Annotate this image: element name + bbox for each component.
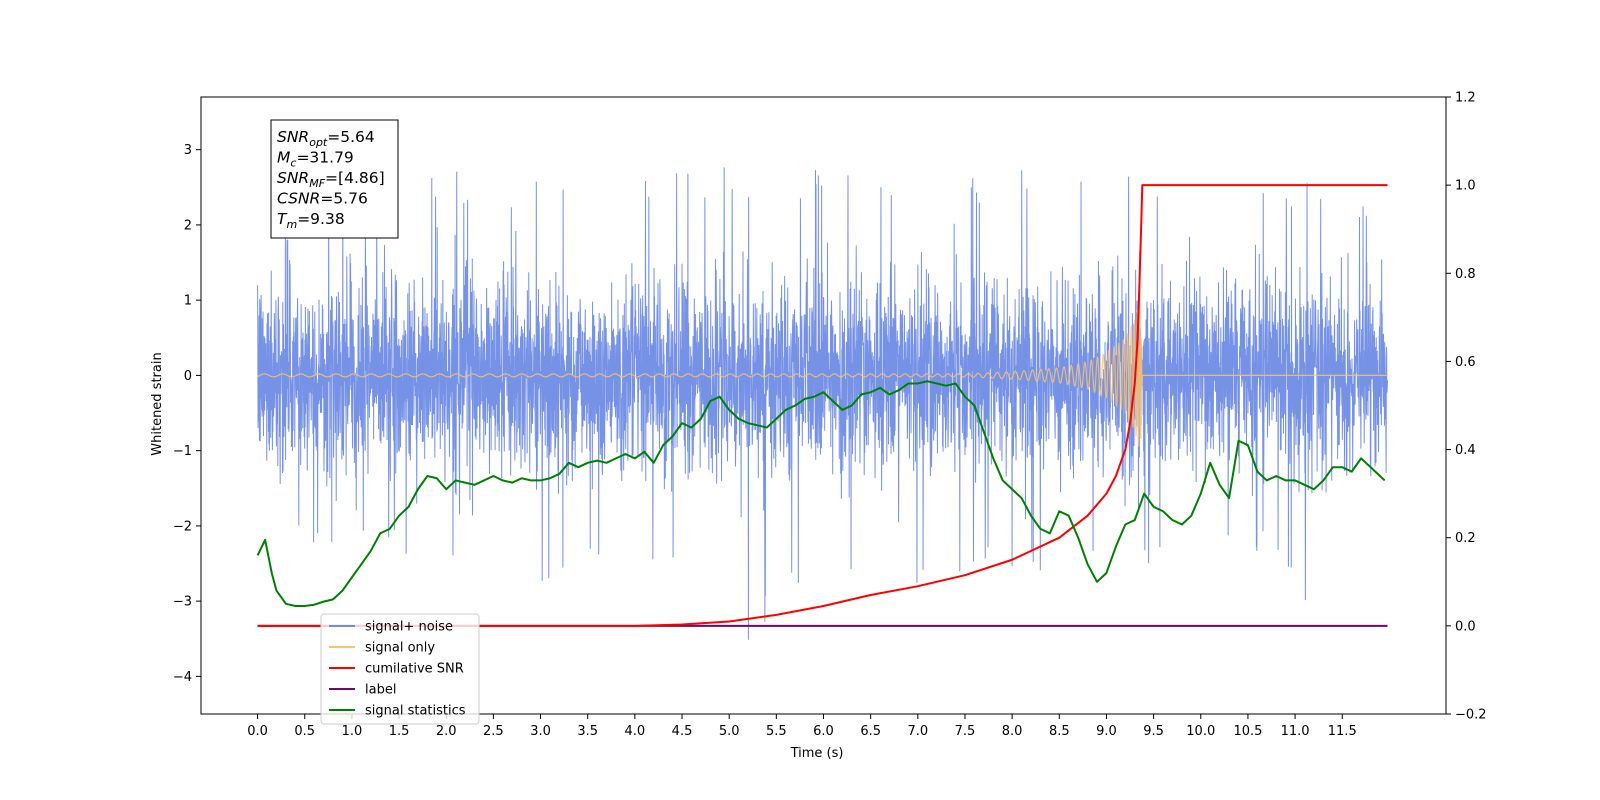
annotation-line: SNRMF=[4.86] [277,169,385,190]
left-y-tick-label: −1 [173,444,192,459]
legend-frame [320,613,480,725]
y-axis-label: Whitened strain [150,352,165,455]
right-y-tick-label: 0.6 [1455,355,1476,370]
x-tick-label: 11.5 [1328,724,1357,739]
x-tick-label: 3.0 [530,724,551,739]
x-axis-label: Time (s) [790,746,844,761]
legend-label: signal only [365,641,435,656]
right-y-tick-label: −0.2 [1455,708,1487,723]
annotation-box: SNRopt=5.64Mc=31.79SNRMF=[4.86]CSNR=5.76… [270,119,399,239]
x-tick-label: 1.5 [389,724,410,739]
x-tick-label: 1.0 [342,724,363,739]
right-y-axis-ticks: 1.2 1.0 0.8 0.6 0.4 0.2 0.0 −0.2 [1446,91,1487,723]
right-y-tick-label: 0.0 [1455,619,1476,634]
x-tick-label: 9.5 [1143,724,1164,739]
x-axis-ticks: 0.0 0.5 1.0 1.5 2.0 2.5 3.0 3.5 4.0 4.5 5.0 5.5 6.0 6… [247,714,1357,739]
x-tick-label: 3.5 [577,724,598,739]
legend-label: label [365,683,396,698]
x-tick-label: 8.0 [1002,724,1023,739]
x-tick-label: 8.5 [1049,724,1070,739]
x-tick-label: 2.5 [483,724,504,739]
x-tick-label: 6.5 [860,724,881,739]
left-y-tick-label: −2 [173,519,192,534]
legend-label: cumilative SNR [365,662,464,677]
right-y-tick-label: 1.2 [1455,91,1476,106]
left-y-tick-label: 2 [184,218,192,233]
x-tick-label: 0.5 [294,724,315,739]
series-signal-statistics [256,380,1386,608]
right-y-tick-label: 1.0 [1455,179,1476,194]
x-tick-label: 5.0 [719,724,740,739]
left-y-tick-label: 0 [184,369,192,384]
x-tick-label: 7.5 [955,724,976,739]
annotation-frame [270,119,399,239]
x-tick-label: 7.0 [907,724,928,739]
legend-label: signal statistics [365,704,466,719]
annotation-line: SNRopt=5.64 [277,128,375,149]
left-y-tick-label: −3 [173,595,192,610]
left-y-tick-label: −4 [173,670,192,685]
x-tick-label: 2.0 [436,724,457,739]
left-y-tick-label: 3 [184,143,192,158]
series-signal-noise [257,167,1389,640]
right-y-tick-label: 0.4 [1455,443,1476,458]
x-tick-label: 11.0 [1281,724,1310,739]
right-y-tick-label: 0.2 [1455,531,1476,546]
annotation-line: CSNR=5.76 [277,190,368,208]
x-tick-label: 0.0 [247,724,268,739]
x-tick-label: 10.5 [1233,724,1262,739]
legend: signal+ noise signal only cumilative SNR la… [320,613,480,725]
right-y-tick-label: 0.8 [1455,267,1476,282]
series-signal-only [257,302,1388,447]
x-tick-label: 4.0 [625,724,646,739]
x-tick-label: 6.0 [813,724,834,739]
legend-label: signal+ noise [365,620,453,635]
left-y-tick-label: 1 [184,294,192,309]
x-tick-label: 5.5 [766,724,787,739]
left-y-axis-ticks: 3 2 1 0 −1 −2 −3 −4 [173,143,201,685]
annotation-line: Mc=31.79 [277,149,354,170]
x-tick-label: 9.0 [1096,724,1117,739]
annotation-line: Tm=9.38 [277,210,345,231]
x-tick-label: 4.5 [672,724,693,739]
x-tick-label: 10.0 [1186,724,1215,739]
